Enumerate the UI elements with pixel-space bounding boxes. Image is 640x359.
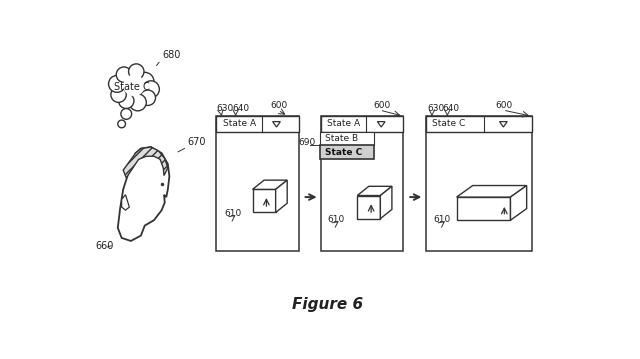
Circle shape (109, 75, 125, 92)
Text: 640: 640 (443, 104, 460, 113)
Text: 610: 610 (224, 209, 241, 218)
Text: State C: State C (432, 120, 465, 129)
Text: State C: State C (114, 82, 150, 92)
Text: State B: State B (325, 134, 358, 143)
Text: State C: State C (325, 148, 362, 157)
Text: 630: 630 (428, 104, 445, 113)
Polygon shape (511, 186, 527, 220)
Text: State A: State A (223, 120, 255, 129)
Polygon shape (122, 195, 129, 210)
Circle shape (111, 87, 126, 102)
Circle shape (136, 73, 154, 91)
Circle shape (140, 90, 156, 106)
Polygon shape (380, 186, 392, 219)
Polygon shape (118, 147, 170, 241)
Text: 640: 640 (232, 104, 250, 113)
Text: Figure 6: Figure 6 (292, 297, 364, 312)
Circle shape (118, 120, 125, 128)
Polygon shape (253, 180, 287, 190)
Text: 600: 600 (373, 101, 390, 110)
Circle shape (143, 81, 159, 98)
Polygon shape (456, 186, 527, 197)
FancyBboxPatch shape (426, 116, 532, 132)
Polygon shape (456, 197, 511, 220)
Circle shape (122, 73, 147, 98)
Circle shape (118, 93, 134, 108)
FancyBboxPatch shape (321, 116, 403, 251)
Text: 600: 600 (270, 101, 287, 110)
Polygon shape (276, 180, 287, 213)
Circle shape (129, 94, 147, 111)
Text: 670: 670 (188, 137, 206, 148)
Text: 630: 630 (216, 104, 234, 113)
Text: 610: 610 (327, 215, 344, 224)
Text: 690: 690 (298, 139, 316, 148)
Text: 660: 660 (95, 242, 114, 251)
Text: State A: State A (327, 120, 360, 129)
Polygon shape (357, 186, 392, 196)
Text: 600: 600 (495, 101, 513, 110)
Text: 610: 610 (433, 215, 451, 224)
Text: 680: 680 (163, 51, 181, 60)
Polygon shape (123, 147, 168, 178)
FancyBboxPatch shape (320, 145, 374, 159)
Polygon shape (357, 196, 380, 219)
Polygon shape (253, 190, 276, 213)
FancyBboxPatch shape (216, 116, 299, 251)
Circle shape (123, 75, 145, 96)
FancyBboxPatch shape (426, 116, 532, 251)
FancyBboxPatch shape (321, 116, 403, 132)
Circle shape (121, 108, 132, 119)
Circle shape (116, 67, 132, 82)
Circle shape (129, 64, 144, 79)
FancyBboxPatch shape (320, 132, 374, 145)
FancyBboxPatch shape (216, 116, 299, 132)
